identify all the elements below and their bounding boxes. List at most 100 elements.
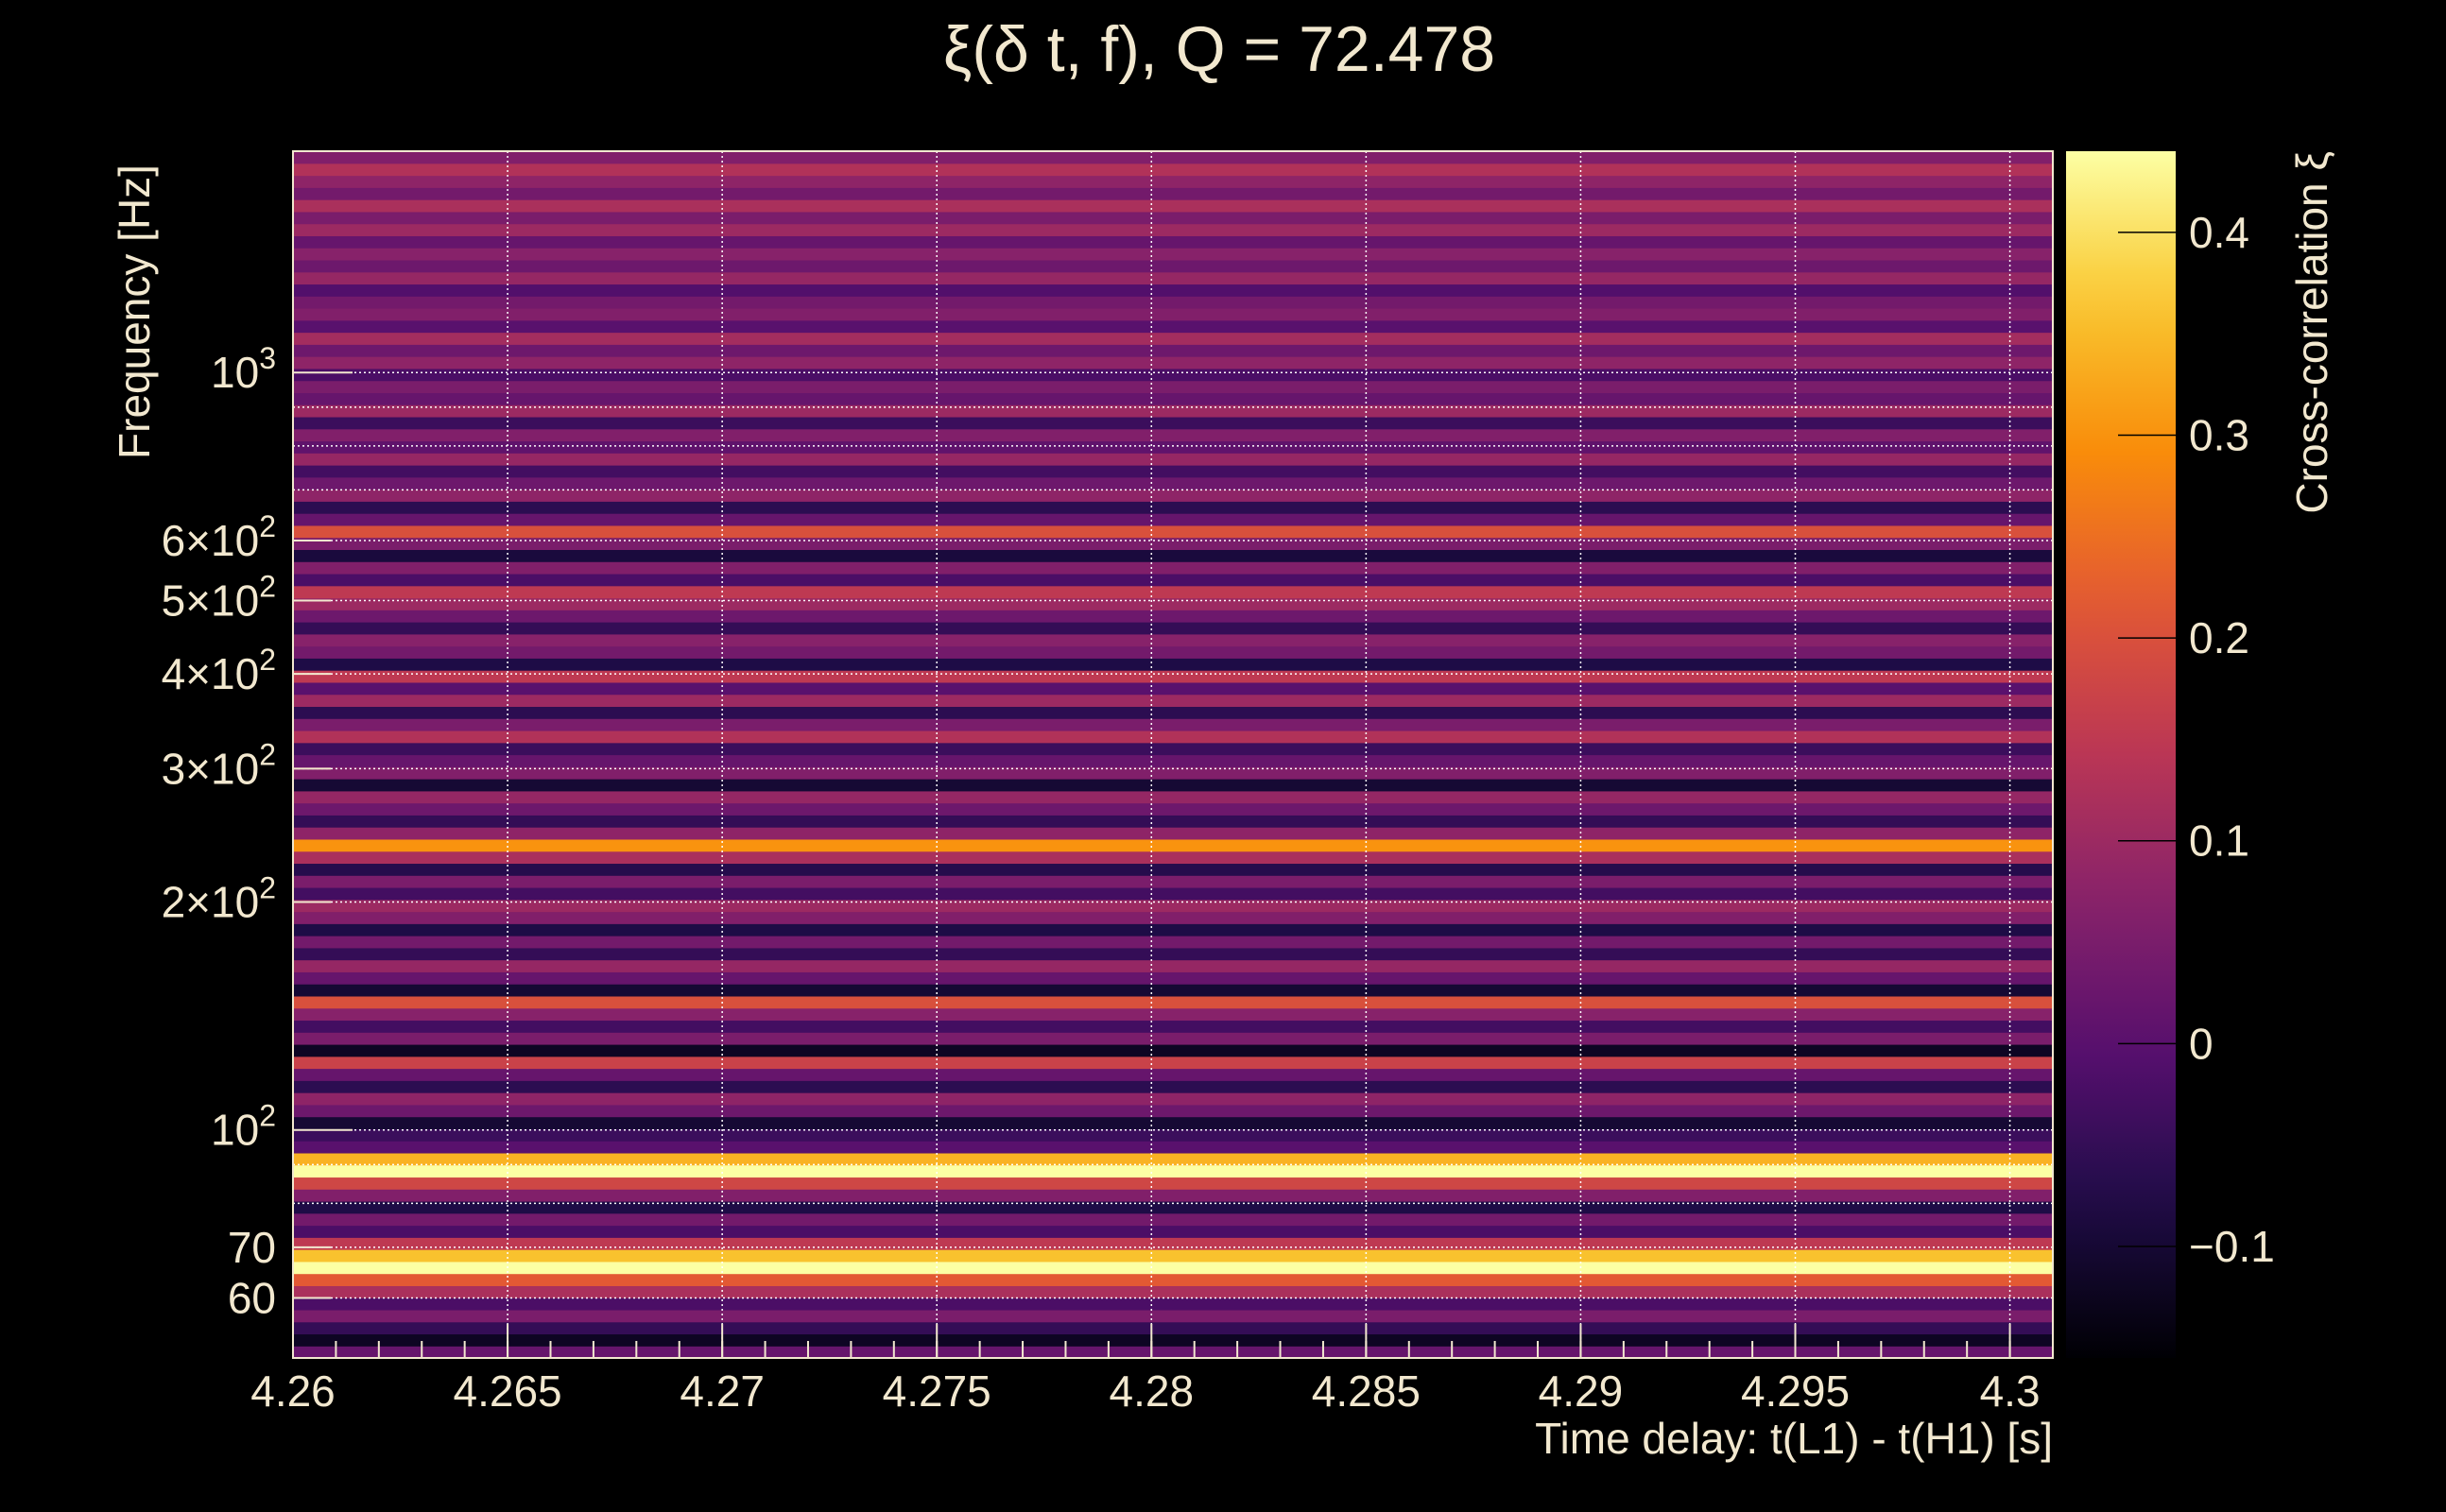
heatmap-row — [293, 959, 2053, 972]
heatmap-row — [293, 501, 2053, 514]
heatmap-row — [293, 754, 2053, 767]
heatmap-row — [293, 489, 2053, 502]
heatmap-row — [293, 947, 2053, 961]
heatmap-row — [293, 1007, 2053, 1022]
colorbar-tick-label: 0.2 — [2189, 613, 2249, 662]
heatmap-row — [293, 658, 2053, 671]
heatmap-row — [293, 453, 2053, 466]
heatmap-row — [293, 476, 2053, 490]
heatmap-row — [293, 1104, 2053, 1118]
heatmap-row — [293, 187, 2053, 200]
x-tick-label: 4.29 — [1539, 1366, 1624, 1416]
y-tick-label: 3×102 — [162, 737, 276, 793]
heatmap-row — [293, 1285, 2053, 1298]
heatmap-row — [293, 513, 2053, 526]
y-tick-label: 103 — [211, 341, 276, 397]
heatmap-row — [293, 1020, 2053, 1033]
heatmap-row — [293, 670, 2053, 683]
heatmap-row — [293, 332, 2053, 345]
heatmap-row — [293, 585, 2053, 599]
heatmap-row — [293, 151, 2053, 164]
heatmap-row — [293, 199, 2053, 213]
heatmap-row — [293, 1200, 2053, 1214]
heatmap-row — [293, 296, 2053, 309]
colorbar — [2066, 151, 2176, 1358]
heatmap-row — [293, 1237, 2053, 1250]
colorbar-ticks: −0.1 0 0.1 0.2 0.3 0.4 — [2118, 208, 2275, 1271]
heatmap-row — [293, 1032, 2053, 1045]
y-axis-label: Frequency [Hz] — [110, 164, 159, 459]
heatmap-row — [293, 211, 2053, 225]
heatmap-row — [293, 524, 2053, 539]
heatmap-row — [293, 923, 2053, 936]
y-tick-label: 2×102 — [162, 870, 276, 926]
x-axis-ticks: 4.26 4.265 4.27 4.275 4.28 4.285 4.29 4.295 4.3 — [250, 1324, 2054, 1416]
colorbar-tick-label: 0 — [2189, 1019, 2213, 1068]
heatmap-row — [293, 1141, 2053, 1154]
heatmap-row — [293, 995, 2053, 1009]
heatmap-row — [293, 863, 2053, 876]
colorbar-tick-label: −0.1 — [2189, 1222, 2275, 1271]
heatmap-row — [293, 1346, 2053, 1359]
heatmap-row — [293, 537, 2053, 551]
heatmap-row — [293, 549, 2053, 562]
heatmap-row — [293, 1309, 2053, 1323]
heatmap-row — [293, 1177, 2053, 1190]
heatmap-row — [293, 850, 2053, 865]
heatmap-row — [293, 886, 2053, 901]
heatmap-row — [293, 1273, 2053, 1286]
heatmap-row — [293, 344, 2053, 357]
heatmap-row — [293, 1164, 2053, 1178]
chart-title: ξ(δ t, f), Q = 72.478 — [943, 13, 1495, 85]
heatmap-row — [293, 163, 2053, 177]
y-tick-label: 102 — [211, 1099, 276, 1155]
heatmap-row — [293, 815, 2053, 828]
heatmap-row — [293, 356, 2053, 369]
heatmap-row — [293, 645, 2053, 659]
heatmap-row — [293, 1056, 2053, 1070]
heatmap-row — [293, 368, 2053, 382]
plot-frame — [292, 150, 2054, 1359]
heatmap-row — [293, 392, 2053, 405]
heatmap-row — [293, 875, 2053, 888]
heatmap-row — [293, 718, 2053, 731]
heatmap-row — [293, 271, 2053, 285]
heatmap-row — [293, 1092, 2053, 1106]
heatmap-row — [293, 1068, 2053, 1081]
heatmap-row — [293, 573, 2053, 587]
colorbar-tick-label: 0.1 — [2189, 816, 2249, 866]
heatmap-row — [293, 838, 2053, 852]
heatmap-rows — [293, 151, 2053, 1359]
heatmap-row — [293, 802, 2053, 816]
x-tick-label: 4.275 — [883, 1366, 991, 1416]
heatmap-row — [293, 827, 2053, 840]
heatmap-row — [293, 1225, 2053, 1238]
heatmap-row — [293, 235, 2053, 249]
y-tick-label: 60 — [228, 1274, 276, 1323]
heatmap-row — [293, 779, 2053, 792]
heatmap-row — [293, 259, 2053, 273]
x-tick-label: 4.295 — [1741, 1366, 1850, 1416]
heatmap-row — [293, 1333, 2053, 1347]
colorbar-label: Cross-correlation ξ — [2287, 151, 2336, 514]
heatmap-row — [293, 597, 2053, 610]
heatmap-row — [293, 428, 2053, 442]
heatmap-row — [293, 1043, 2053, 1057]
y-tick-label: 4×102 — [162, 643, 276, 698]
heatmap-row — [293, 971, 2053, 985]
x-tick-label: 4.26 — [250, 1366, 336, 1416]
heatmap-row — [293, 742, 2053, 756]
y-tick-label: 70 — [228, 1223, 276, 1272]
heatmap-row — [293, 1116, 2053, 1129]
y-tick-label: 5×102 — [162, 570, 276, 626]
heatmap-row — [293, 1321, 2053, 1335]
heatmap-row — [293, 440, 2053, 454]
heatmap-row — [293, 1249, 2053, 1263]
x-tick-label: 4.265 — [454, 1366, 562, 1416]
heatmap-row — [293, 416, 2053, 430]
y-tick-label: 6×102 — [162, 509, 276, 565]
heatmap-row — [293, 1297, 2053, 1311]
heatmap-row — [293, 1080, 2053, 1093]
x-tick-label: 4.28 — [1110, 1366, 1195, 1416]
heatmap-row — [293, 223, 2053, 236]
